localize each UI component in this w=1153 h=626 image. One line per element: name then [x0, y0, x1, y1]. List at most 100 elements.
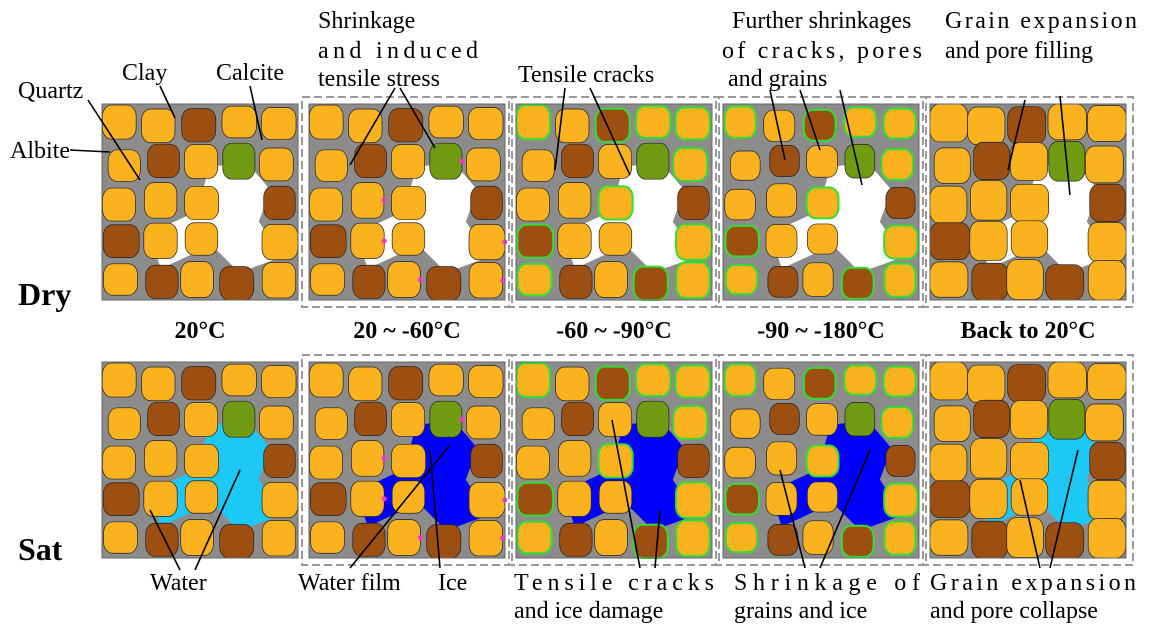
note: Grain expansion [945, 8, 1137, 34]
grain [560, 265, 592, 298]
grain [599, 223, 632, 255]
mineral-label: Calcite [216, 60, 284, 86]
grain [968, 107, 1005, 145]
grain [185, 481, 218, 513]
grain [353, 265, 385, 298]
grain [262, 520, 296, 555]
stress-point [381, 198, 386, 203]
temperature: 20°C [175, 318, 226, 344]
grain [427, 267, 461, 300]
grain [309, 363, 343, 397]
note: and induced [318, 38, 478, 64]
grain [1090, 184, 1126, 221]
grain [725, 484, 759, 515]
grain [676, 482, 712, 517]
grain [930, 104, 968, 142]
grain [595, 520, 628, 556]
grain [181, 262, 214, 298]
row-label: Dry [18, 276, 71, 312]
grain [726, 523, 758, 552]
grain [1008, 107, 1046, 144]
grain [1085, 404, 1123, 441]
grain [1010, 143, 1047, 181]
grain [311, 264, 345, 295]
grain [882, 407, 914, 438]
grain [844, 107, 876, 136]
grain [807, 187, 839, 218]
grain [104, 522, 138, 553]
grain [556, 367, 589, 401]
grain [972, 263, 1008, 300]
grain [391, 403, 424, 437]
grain [1008, 365, 1046, 402]
grain [725, 226, 759, 257]
note: tensile stress [318, 66, 440, 92]
grain [934, 406, 970, 442]
grain [768, 524, 798, 555]
grain [517, 188, 550, 221]
grain [558, 481, 591, 516]
grain [882, 149, 914, 180]
calcite-grain [637, 143, 669, 179]
temperature: 20 ~ -60°C [353, 318, 460, 344]
note: Further shrinkages [732, 8, 911, 34]
calcite-grain [845, 402, 875, 436]
grain [807, 224, 837, 254]
grain [807, 445, 839, 476]
panel [302, 355, 512, 565]
grain [1010, 184, 1048, 221]
grain [182, 109, 216, 142]
grain [355, 402, 387, 435]
grain [1088, 480, 1126, 519]
note: of cracks, pores [722, 38, 922, 64]
grain [766, 224, 797, 257]
grain [807, 482, 837, 512]
mineral-label: Albite [10, 138, 70, 164]
figure: Dry Sat 20°C 20 ~ -60°C -60 ~ -90°C -90 … [0, 0, 1153, 626]
grain [262, 482, 298, 517]
grain [471, 444, 503, 477]
note: and grains [728, 66, 827, 92]
mineral-label: Quartz [18, 78, 83, 104]
grain [309, 105, 343, 139]
grain [595, 262, 628, 298]
grain [429, 106, 463, 138]
grain [522, 150, 554, 182]
panel [302, 97, 512, 307]
grain [598, 145, 631, 179]
grain [676, 520, 710, 555]
stress-point [500, 278, 505, 283]
grain [311, 522, 345, 553]
grain [349, 367, 382, 401]
grain [884, 367, 916, 397]
grain [1046, 523, 1084, 558]
temperature: -90 ~ -180°C [757, 318, 884, 344]
grain [768, 266, 798, 297]
stress-point [382, 238, 387, 243]
note: grains and ice [734, 598, 867, 624]
grain [1048, 362, 1086, 398]
grain [598, 403, 631, 437]
grain [262, 365, 297, 397]
grain [102, 363, 136, 397]
grain [562, 144, 594, 177]
note: Ice [438, 570, 467, 596]
grain [636, 106, 670, 138]
grain [970, 221, 1007, 260]
grain [725, 447, 756, 478]
grain [259, 148, 293, 181]
grain [1048, 104, 1086, 140]
grain [104, 264, 138, 295]
panel [102, 362, 298, 558]
grain [102, 105, 136, 139]
grain [142, 367, 175, 401]
grain [262, 224, 298, 259]
grain [144, 183, 176, 219]
grain [310, 446, 343, 479]
grain [886, 445, 915, 476]
grain [108, 408, 140, 440]
stress-point [382, 496, 387, 501]
grain [968, 365, 1005, 403]
grain [596, 367, 630, 400]
grain [886, 187, 915, 218]
